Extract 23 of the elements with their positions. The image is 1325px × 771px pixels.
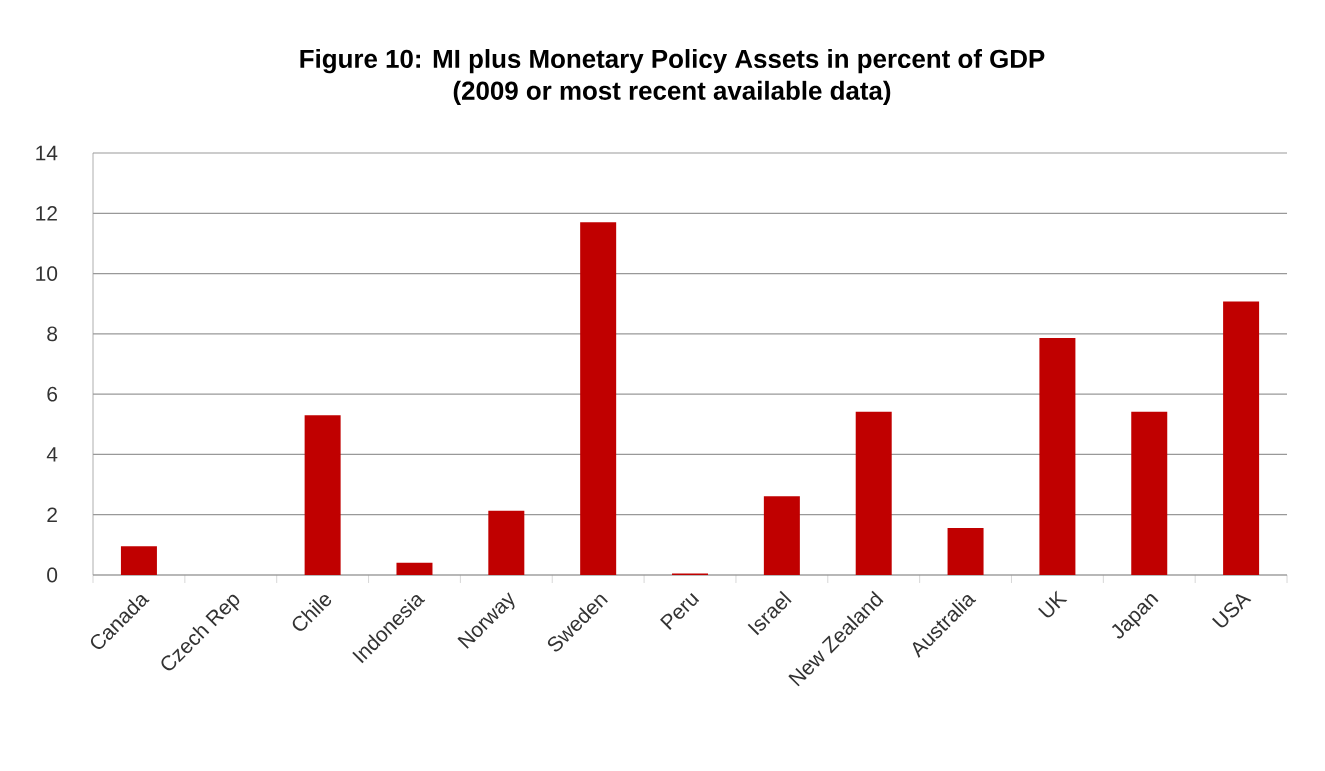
bar	[580, 222, 617, 575]
bar	[1131, 411, 1168, 575]
bar	[1223, 301, 1260, 575]
y-tick-label: 0	[47, 567, 58, 583]
y-tick-label: 10	[36, 266, 58, 281]
bar	[120, 546, 157, 575]
bar	[1039, 338, 1076, 575]
y-tick-label: 6	[47, 386, 58, 402]
y-tick-label: 14	[36, 145, 58, 161]
bar	[855, 411, 892, 575]
y-tick-label: 2	[47, 507, 57, 523]
bar	[763, 496, 800, 575]
x-tick-label: UK	[1038, 590, 1068, 618]
bar	[947, 527, 984, 575]
x-tick-label: USA	[1212, 594, 1252, 628]
y-tick-label: 8	[47, 326, 58, 342]
y-tick-label: 12	[36, 205, 57, 221]
y-tick-label: 4	[46, 447, 58, 462]
bar	[488, 510, 525, 575]
bar	[304, 415, 341, 575]
chart-subtitle: (2009 or most recent available data)	[453, 80, 891, 106]
bar	[396, 562, 433, 575]
chart-title: Figure 10: MI plus Monetary Policy Assets in percent of GDP	[300, 48, 1045, 74]
